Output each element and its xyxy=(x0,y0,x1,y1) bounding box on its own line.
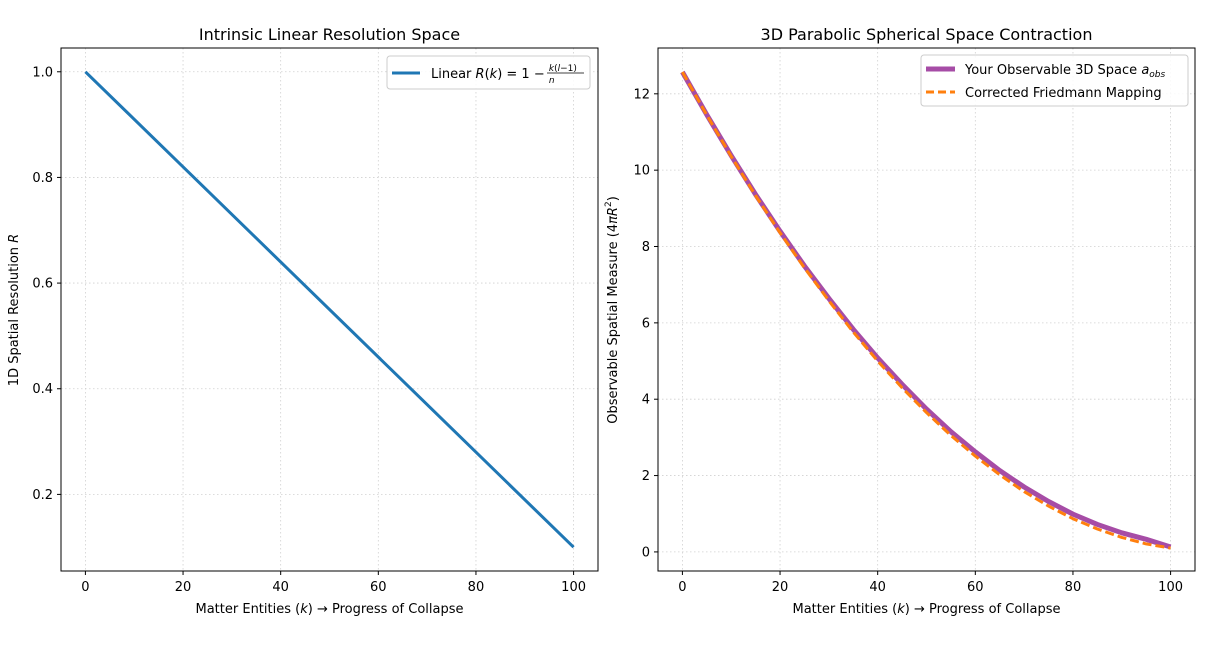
x-tick-label: 100 xyxy=(561,580,586,595)
plot-frame xyxy=(657,47,1196,572)
legend-label-observable: Your Observable 3D Space aobs xyxy=(964,63,1166,80)
y-axis-label: 1D Spatial Resolution R xyxy=(7,234,22,386)
y-tick-label: 0.4 xyxy=(32,382,53,397)
y-axis-label: Observable Spatial Measure (4πR2) xyxy=(604,196,621,424)
x-tick-label: 0 xyxy=(81,580,89,595)
chart-linear-resolution: Intrinsic Linear Resolution Space Matter… xyxy=(7,25,599,617)
y-tick-label: 10 xyxy=(633,164,650,179)
y-tick-label: 1.0 xyxy=(32,65,53,80)
x-tick-label: 80 xyxy=(468,580,485,595)
legend-label-friedmann: Corrected Friedmann Mapping xyxy=(965,86,1162,101)
series-line-1 xyxy=(681,71,1171,550)
y-tick-label: 0 xyxy=(642,545,650,560)
x-axis-label: Matter Entities (k) → Progress of Collap… xyxy=(196,602,464,617)
x-tick-label: 40 xyxy=(869,580,886,595)
x-axis-label: Matter Entities (k) → Progress of Collap… xyxy=(793,602,1061,617)
chart-title: 3D Parabolic Spherical Space Contraction xyxy=(761,25,1093,44)
y-tick-label: 4 xyxy=(642,393,650,408)
series-lines xyxy=(680,70,1172,550)
y-tick-label: 0.8 xyxy=(32,171,53,186)
y-tick-label: 0.2 xyxy=(32,488,53,503)
y-tick-label: 0.6 xyxy=(32,277,53,292)
gridlines xyxy=(61,48,598,571)
ticks: 0 20 40 60 80 100 0.2 0.4 0.6 0.8 1.0 xyxy=(32,65,586,595)
y-tick-label: 12 xyxy=(633,87,650,102)
y-tick-label: 2 xyxy=(642,469,650,484)
series-line-0 xyxy=(84,70,575,549)
y-tick-label: 8 xyxy=(642,240,650,255)
legend: Your Observable 3D Space aobs Corrected … xyxy=(920,54,1189,107)
ticks: 0 20 40 60 80 100 0 2 4 6 8 10 12 xyxy=(633,87,1183,595)
x-tick-label: 0 xyxy=(678,580,686,595)
legend: Linear R(k) = 1 − k(l−1) n xyxy=(386,55,591,90)
x-tick-label: 100 xyxy=(1158,580,1183,595)
x-tick-label: 80 xyxy=(1065,580,1082,595)
chart-title: Intrinsic Linear Resolution Space xyxy=(199,25,460,44)
legend-label-linear: Linear R(k) = 1 − k(l−1) n xyxy=(431,64,577,86)
x-tick-label: 60 xyxy=(967,580,984,595)
legend-box xyxy=(386,55,591,90)
y-tick-label: 6 xyxy=(642,316,650,331)
chart-spherical-contraction: 3D Parabolic Spherical Space Contraction… xyxy=(604,25,1196,617)
x-tick-label: 20 xyxy=(772,580,789,595)
x-tick-label: 20 xyxy=(175,580,192,595)
plot-frame xyxy=(60,47,599,572)
legend-box xyxy=(920,54,1189,107)
x-tick-label: 60 xyxy=(370,580,387,595)
series-lines xyxy=(84,70,575,549)
x-tick-label: 40 xyxy=(272,580,289,595)
gridlines xyxy=(658,48,1195,571)
